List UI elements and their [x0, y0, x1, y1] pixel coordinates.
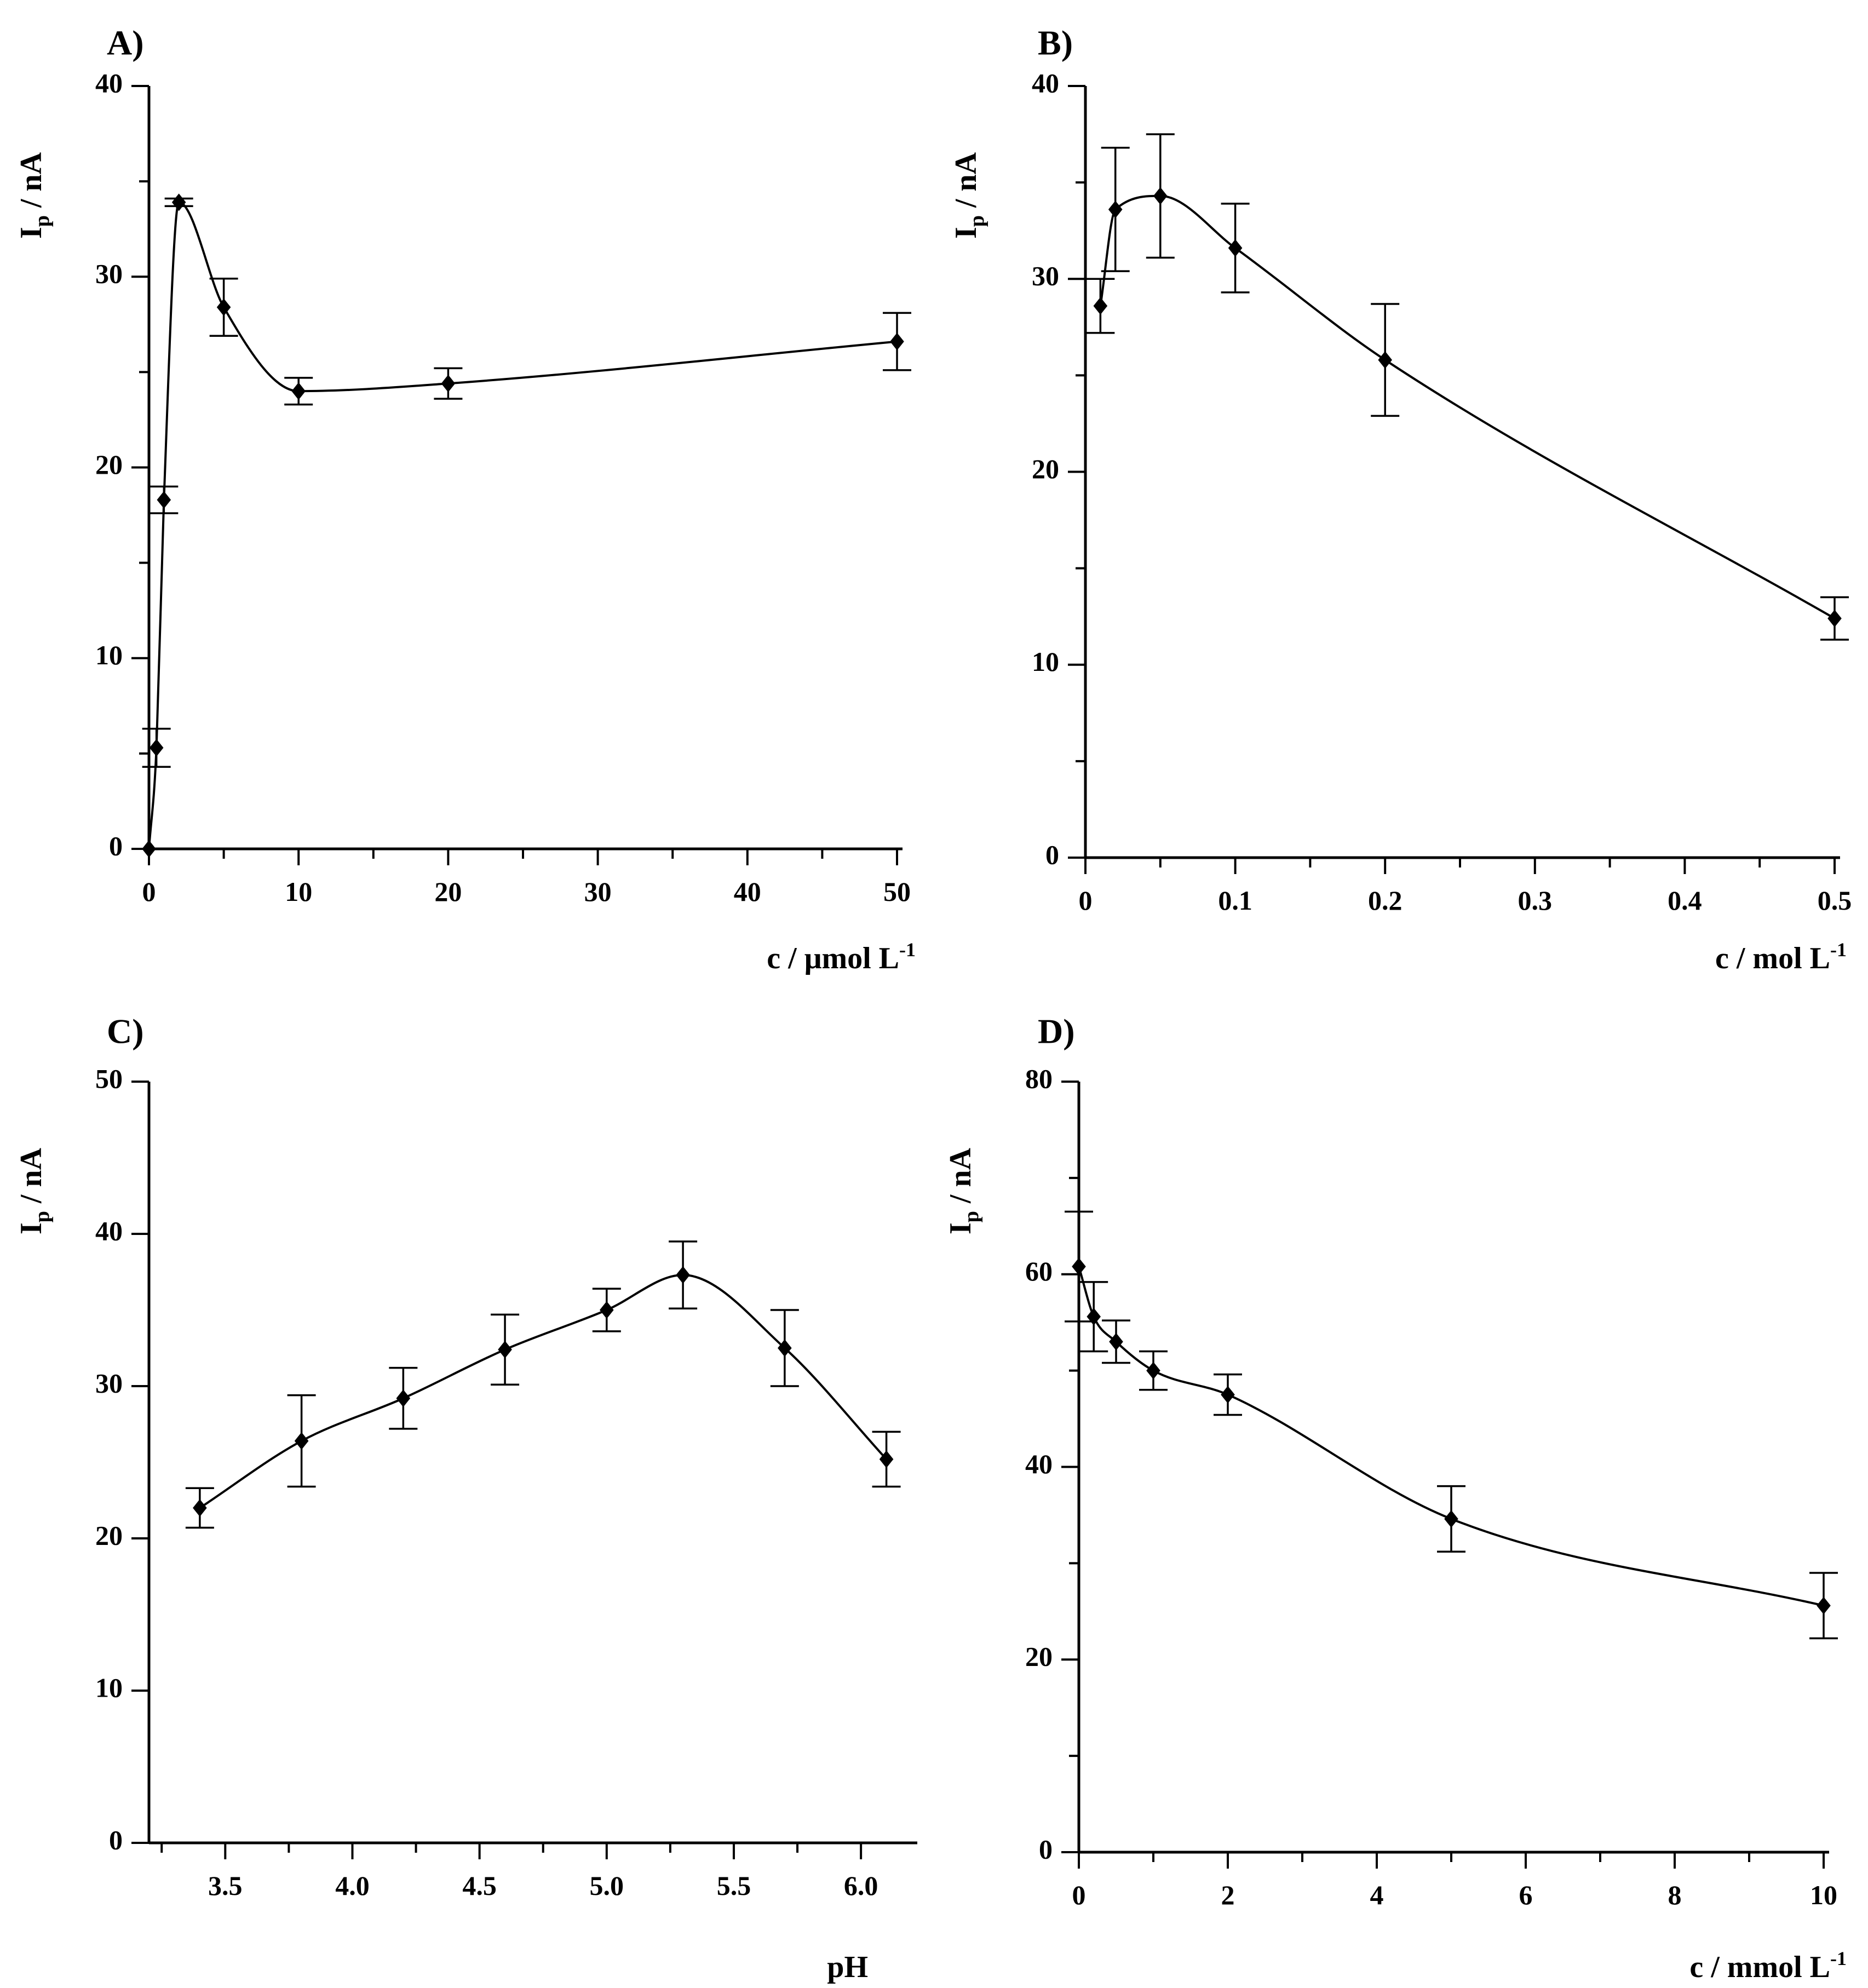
- y-tick-label: 0: [1039, 1834, 1053, 1864]
- data-point: [1108, 200, 1123, 219]
- y-tick-label: 40: [1032, 67, 1059, 98]
- y-tick-label: 40: [95, 1215, 123, 1246]
- data-point: [193, 1499, 207, 1517]
- data-point: [600, 1301, 614, 1319]
- series-line: [148, 201, 898, 849]
- data-point: [1221, 1386, 1235, 1404]
- data-point: [676, 1266, 690, 1284]
- data-point: [1153, 187, 1168, 205]
- x-tick-label: 40: [734, 876, 761, 907]
- x-tick-label: 30: [584, 876, 612, 907]
- y-tick-label: 30: [95, 258, 123, 289]
- x-tick-label: 50: [883, 876, 911, 907]
- x-tick-label: 4.5: [462, 1870, 497, 1901]
- chart-panel-c: C) 0 10 20 30 40 50 3.5 4.0 4.5 5.0 5.5 6.0 Ip / nA pH: [14, 1012, 917, 1984]
- y-tick-label: 20: [95, 1520, 123, 1550]
- x-tick-label: 0.4: [1668, 885, 1702, 916]
- data-point: [1228, 239, 1243, 257]
- data-point: [1827, 610, 1842, 628]
- data-point: [1093, 297, 1108, 315]
- data-point: [216, 298, 231, 316]
- x-axis-title: c / μmol L-1: [767, 939, 916, 975]
- x-tick-label: 6.0: [844, 1870, 878, 1901]
- data-point: [1109, 1332, 1123, 1351]
- x-axis-title: pH: [827, 1950, 868, 1984]
- x-tick-label: 20: [434, 876, 462, 907]
- y-tick-label: 40: [95, 67, 123, 98]
- x-tick-label: 8: [1668, 1880, 1682, 1910]
- x-tick-label: 3.5: [208, 1870, 243, 1901]
- series-line: [1078, 1266, 1824, 1607]
- y-tick-label: 20: [1025, 1641, 1053, 1672]
- y-tick-label: 50: [95, 1063, 123, 1094]
- data-point: [294, 1432, 309, 1450]
- y-axis-title: Ip / nA: [944, 1147, 983, 1234]
- chart-panel-a: A) 0 10 20 30 40 0 10 20 30 40 50 Ip / nA c / μmol L-…: [14, 24, 916, 975]
- x-tick-label: 2: [1221, 1880, 1235, 1910]
- x-tick-label: 5.5: [717, 1870, 751, 1901]
- y-tick-label: 80: [1025, 1063, 1053, 1094]
- x-axis-title: c / mol L-1: [1715, 939, 1847, 975]
- y-tick-label: 20: [1032, 453, 1059, 484]
- panel-label: A): [107, 24, 144, 62]
- y-tick-label: 20: [95, 449, 123, 480]
- y-axis-title: Ip / nA: [14, 1147, 54, 1234]
- y-tick-label: 30: [95, 1368, 123, 1398]
- data-point: [441, 375, 456, 393]
- x-tick-label: 0: [142, 876, 156, 907]
- data-point: [142, 840, 156, 858]
- x-tick-label: 6: [1519, 1880, 1533, 1910]
- data-point: [1378, 351, 1392, 369]
- data-point: [890, 332, 904, 351]
- x-tick-label: 10: [1810, 1880, 1837, 1910]
- y-tick-label: 0: [109, 1824, 123, 1855]
- data-point: [1072, 1257, 1086, 1275]
- data-point: [1146, 1361, 1160, 1380]
- x-axis-title: c / mmol L-1: [1689, 1947, 1847, 1984]
- data-point: [1444, 1510, 1458, 1528]
- y-tick-label: 10: [95, 640, 123, 670]
- y-tick-label: 30: [1032, 261, 1059, 291]
- y-tick-label: 0: [1045, 839, 1059, 870]
- data-point: [171, 193, 186, 211]
- chart-panel-b: B) 0 10 20 30 40 0 0.1 0.2 0.3 0.4 0.5 Ip / nA c / mo…: [949, 24, 1852, 975]
- x-tick-label: 0.1: [1218, 885, 1252, 916]
- data-point: [291, 382, 306, 400]
- y-tick-label: 40: [1025, 1449, 1053, 1479]
- x-tick-label: 10: [285, 876, 312, 907]
- series-line: [1099, 194, 1835, 619]
- x-tick-label: 0.5: [1818, 885, 1852, 916]
- x-tick-label: 0: [1079, 885, 1093, 916]
- y-tick-label: 10: [95, 1672, 123, 1703]
- panel-label: B): [1038, 24, 1073, 62]
- x-tick-label: 5.0: [590, 1870, 624, 1901]
- y-axis-title: Ip / nA: [14, 152, 54, 239]
- x-tick-label: 0.3: [1518, 885, 1553, 916]
- data-point: [1817, 1596, 1831, 1614]
- panel-label: D): [1038, 1012, 1075, 1051]
- y-tick-label: 0: [109, 830, 123, 861]
- x-tick-label: 4.0: [335, 1870, 370, 1901]
- y-axis-title: Ip / nA: [949, 152, 988, 239]
- y-tick-label: 10: [1032, 646, 1059, 677]
- data-point: [157, 491, 171, 509]
- x-tick-label: 0.2: [1368, 885, 1403, 916]
- data-point: [1087, 1308, 1101, 1326]
- chart-panel-d: D) 0 20 40 60 80 0 2 4 6 8 10 Ip / nA c / mmol L-1: [944, 1012, 1847, 1984]
- x-tick-label: 0: [1072, 1880, 1086, 1910]
- data-point: [498, 1341, 512, 1359]
- x-tick-label: 4: [1370, 1880, 1384, 1910]
- panel-label: C): [107, 1012, 144, 1051]
- data-point: [149, 739, 164, 757]
- data-point: [879, 1450, 894, 1468]
- y-tick-label: 60: [1025, 1256, 1053, 1286]
- data-point: [396, 1389, 411, 1407]
- data-point: [778, 1339, 792, 1357]
